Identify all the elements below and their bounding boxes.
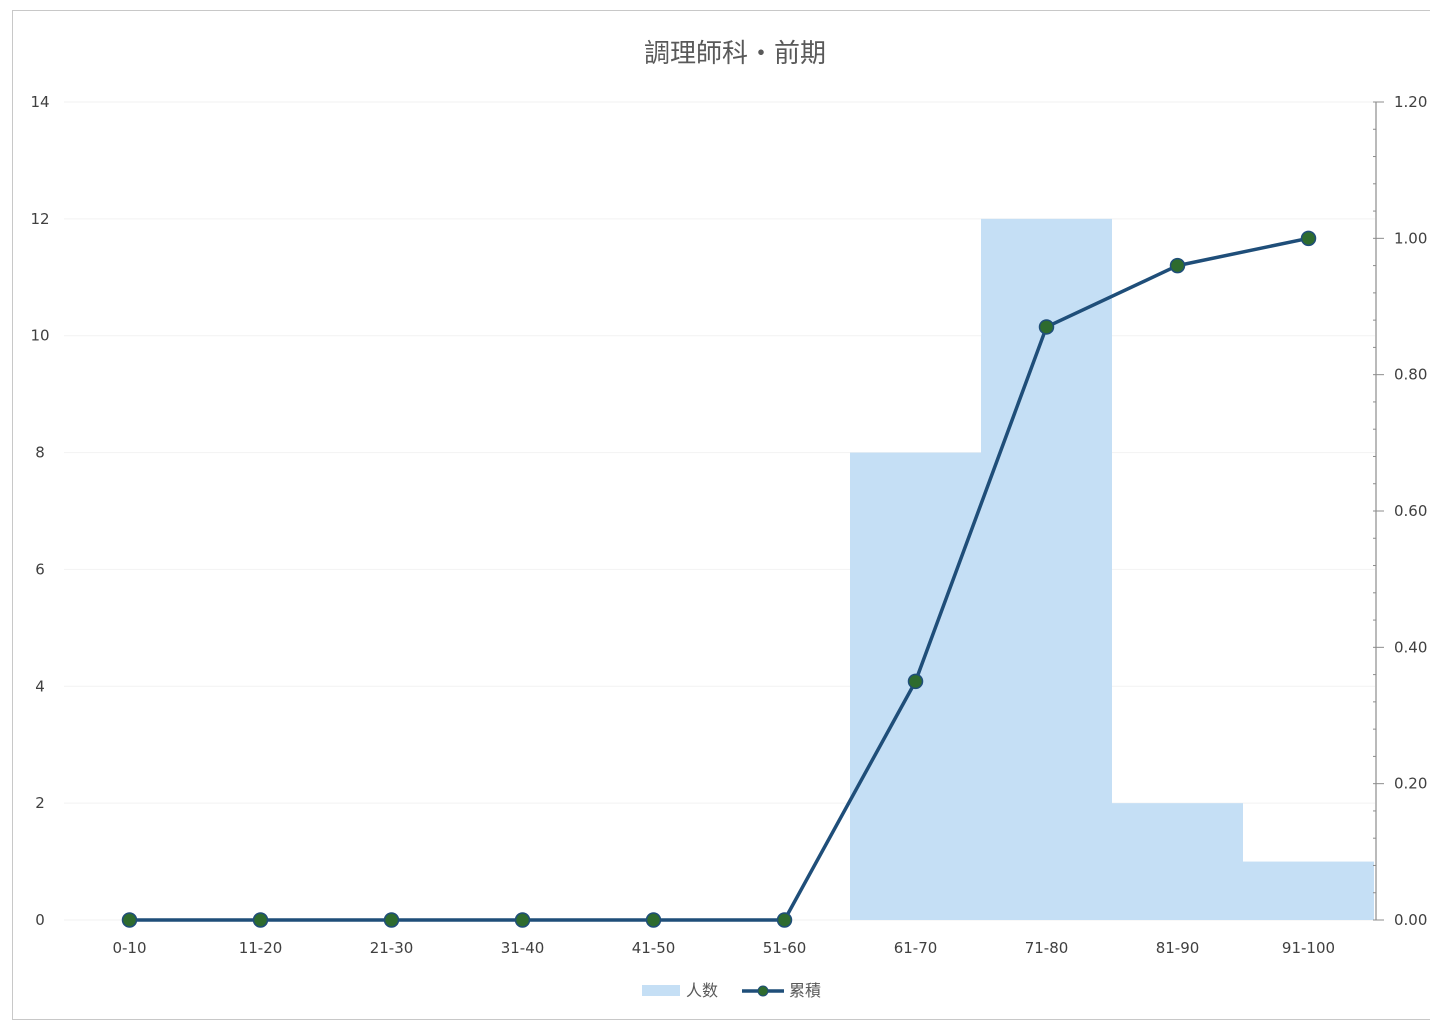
- right-axis-tick-label: 0.80: [1394, 366, 1427, 384]
- x-axis-tick-label: 31-40: [501, 939, 545, 957]
- cumulative-marker: [776, 912, 793, 928]
- right-axis-tick-label: 0.00: [1394, 911, 1427, 929]
- cumulative-marker: [907, 673, 924, 690]
- x-axis-tick-label: 71-80: [1025, 939, 1069, 957]
- x-axis-tick-label: 61-70: [894, 939, 938, 957]
- left-axis-tick-label: 4: [35, 677, 45, 695]
- legend: 人数 累積: [642, 981, 821, 1000]
- bar: [1112, 803, 1243, 920]
- x-axis-tick-label: 91-100: [1282, 939, 1335, 957]
- x-axis-tick-label: 21-30: [370, 939, 414, 957]
- x-axis-tick-label: 51-60: [763, 939, 807, 957]
- right-axis-tick-label: 0.20: [1394, 775, 1427, 793]
- left-axis-tick-label: 0: [35, 911, 45, 929]
- cumulative-marker: [1038, 319, 1055, 335]
- cumulative-marker: [383, 912, 400, 928]
- right-axis: 0.00 0.20 0.40 0.60 0.80 1.00 1.20: [1373, 93, 1427, 929]
- legend-label-line: 累積: [789, 981, 821, 1000]
- left-axis-tick-label: 2: [35, 794, 45, 812]
- left-axis-tick-label: 6: [35, 560, 45, 578]
- right-axis-tick-label: 0.60: [1394, 502, 1427, 520]
- right-axis-tick-label: 0.40: [1394, 638, 1427, 656]
- right-axis-tick-label: 1.20: [1394, 93, 1427, 111]
- gridlines: [64, 101, 1375, 921]
- cumulative-line: [129, 236, 1309, 922]
- left-axis: 0 2 4 6 8 10 12 14: [30, 93, 49, 929]
- line-series: [121, 230, 1317, 928]
- cumulative-marker: [252, 912, 269, 928]
- cumulative-marker: [645, 912, 662, 928]
- cumulative-marker: [514, 912, 531, 928]
- left-axis-tick-label: 12: [30, 210, 49, 228]
- x-axis-tick-label: 81-90: [1156, 939, 1200, 957]
- left-axis-tick-label: 14: [30, 93, 49, 111]
- chart-title: 調理師科・前期: [644, 39, 826, 69]
- legend-label-bar: 人数: [686, 981, 718, 1000]
- x-axis-tick-label: 11-20: [239, 939, 283, 957]
- x-axis-tick-label: 0-10: [112, 939, 146, 957]
- legend-swatch-bar: [642, 985, 680, 996]
- legend-swatch-marker: [757, 985, 769, 997]
- bar-series: [850, 218, 1374, 920]
- bar: [1243, 861, 1374, 920]
- bar: [981, 218, 1112, 920]
- left-axis-tick-label: 10: [30, 327, 49, 345]
- x-axis-tick-label: 41-50: [632, 939, 676, 957]
- right-axis-tick-label: 1.00: [1394, 229, 1427, 247]
- x-axis: 0-10 11-20 21-30 31-40 41-50 51-60 61-70 71-80 8…: [112, 939, 1335, 957]
- left-axis-tick-label: 8: [35, 444, 45, 462]
- cumulative-marker: [121, 912, 138, 928]
- cumulative-marker: [1169, 257, 1186, 274]
- cumulative-marker: [1300, 230, 1317, 247]
